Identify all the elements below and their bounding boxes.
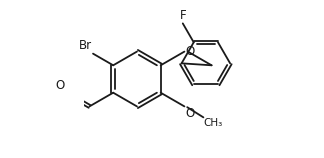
Text: O: O: [185, 107, 194, 120]
Text: CH₃: CH₃: [204, 118, 223, 128]
Text: Br: Br: [79, 39, 92, 52]
Text: F: F: [179, 9, 186, 22]
Text: O: O: [56, 79, 65, 92]
Text: O: O: [185, 45, 194, 58]
